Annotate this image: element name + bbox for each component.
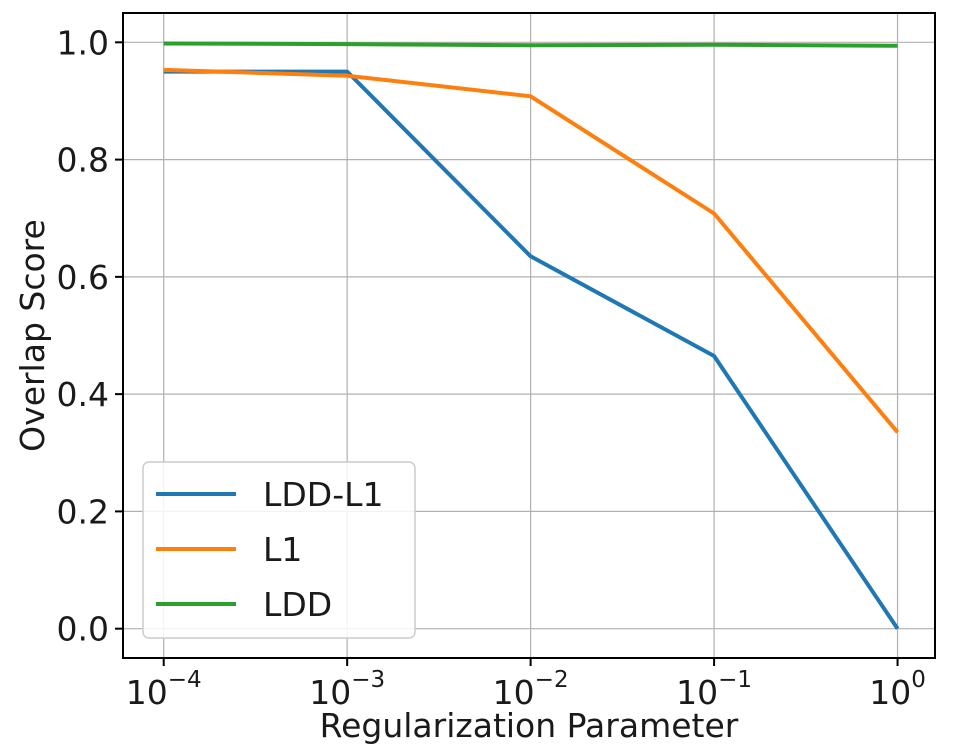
x-tick-label: 10−4 bbox=[126, 667, 202, 712]
x-tick-label: 10−3 bbox=[309, 667, 385, 712]
x-tick-label: 100 bbox=[869, 667, 926, 712]
legend-label: L1 bbox=[263, 530, 302, 569]
series-line-ldd bbox=[163, 41, 898, 48]
legend-label: LDD bbox=[263, 585, 332, 624]
y-axis-label: Overlap Score bbox=[13, 219, 52, 452]
y-tick-label: 0.4 bbox=[57, 375, 109, 414]
series-line-ldd-l1 bbox=[163, 69, 900, 630]
y-tick-label: 0.0 bbox=[57, 610, 109, 649]
series-line-l1 bbox=[163, 67, 900, 434]
plot-frame bbox=[122, 12, 936, 659]
y-tick-label: 0.2 bbox=[57, 492, 109, 531]
y-tick-label: 0.6 bbox=[57, 258, 109, 297]
series-lines bbox=[163, 41, 900, 630]
legend: LDD-L1 L1 LDD bbox=[142, 461, 416, 639]
x-axis-label: Regularization Parameter bbox=[320, 706, 739, 745]
legend-box bbox=[142, 461, 416, 639]
y-tick-label: 0.8 bbox=[57, 141, 109, 180]
y-tick-label: 1.0 bbox=[57, 23, 109, 62]
legend-label: LDD-L1 bbox=[263, 475, 384, 514]
axis-ticks: 0.00.20.40.60.81.010−4 10−3 10−2 10−1 100 bbox=[57, 23, 926, 712]
